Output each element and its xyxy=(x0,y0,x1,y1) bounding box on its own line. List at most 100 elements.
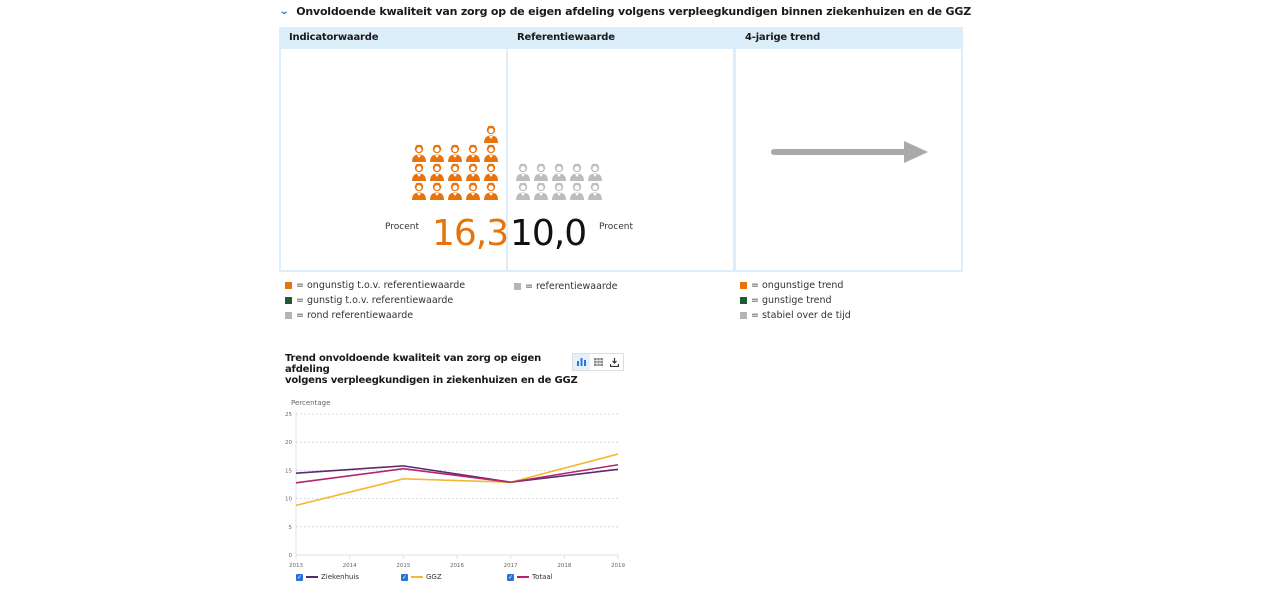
person-icon xyxy=(411,163,429,182)
legend-item: = gunstige trend xyxy=(740,293,851,308)
table-view-icon xyxy=(593,358,603,366)
chart-toolbar xyxy=(572,353,624,371)
checkbox-checked-icon[interactable]: ✓ xyxy=(507,573,514,581)
person-icon xyxy=(429,182,447,201)
legend-item: = rond referentiewaarde xyxy=(285,308,465,323)
legend-item: = ongunstig t.o.v. referentiewaarde xyxy=(285,278,465,293)
y-axis-label: Percentage xyxy=(291,399,330,407)
legend-item: = gunstig t.o.v. referentiewaarde xyxy=(285,293,465,308)
chart-view-button[interactable] xyxy=(573,354,590,370)
legend-line xyxy=(411,576,423,578)
person-icon xyxy=(429,144,447,163)
chevron-down-icon[interactable]: ⌄ xyxy=(278,6,290,17)
person-icon xyxy=(483,163,501,182)
person-icon xyxy=(515,163,533,182)
legend-swatch xyxy=(740,297,747,304)
x-tick-label: 2018 xyxy=(557,563,571,569)
legend-toggle-ziekenhuis[interactable]: ✓ Ziekenhuis xyxy=(296,573,359,581)
series-line-ggz xyxy=(295,453,619,507)
trend-legend: = ongunstige trend = gunstige trend = st… xyxy=(740,278,851,323)
legend-label: Totaal xyxy=(532,573,553,581)
chart-title-line: volgens verpleegkundigen in ziekenhuizen… xyxy=(285,375,578,386)
legend-toggle-totaal[interactable]: ✓ Totaal xyxy=(507,573,553,581)
column-title-trend: 4-jarige trend xyxy=(745,32,821,43)
chart-view-icon xyxy=(576,358,586,366)
indicator-legend: = ongunstig t.o.v. referentiewaarde = gu… xyxy=(285,278,465,323)
person-icon xyxy=(465,163,483,182)
legend-swatch xyxy=(740,312,747,319)
y-tick-label: 25 xyxy=(285,412,292,418)
indicator-panels: Indicatorwaarde Referentiewaarde 4-jarig… xyxy=(279,27,963,272)
trend-column xyxy=(734,49,963,272)
checkbox-checked-icon[interactable]: ✓ xyxy=(401,573,408,581)
person-icon xyxy=(465,182,483,201)
download-icon xyxy=(610,357,620,367)
person-icon xyxy=(569,163,587,182)
person-icon xyxy=(515,182,533,201)
legend-swatch xyxy=(740,282,747,289)
reference-column xyxy=(506,49,735,272)
legend-item: = ongunstige trend xyxy=(740,278,851,293)
legend-line xyxy=(306,576,318,578)
person-icon xyxy=(569,182,587,201)
chart-title-line: Trend onvoldoende kwaliteit van zorg op … xyxy=(285,353,542,375)
checkbox-checked-icon[interactable]: ✓ xyxy=(296,573,303,581)
reference-unit: Procent xyxy=(599,222,633,232)
indicator-people-icons xyxy=(411,125,501,201)
legend-label: = gunstige trend xyxy=(751,295,832,306)
person-icon xyxy=(411,182,429,201)
legend-label: Ziekenhuis xyxy=(321,573,360,581)
column-title-indicatorwaarde: Indicatorwaarde xyxy=(289,32,379,43)
person-icon xyxy=(533,163,551,182)
table-view-button[interactable] xyxy=(590,354,607,370)
reference-legend: = referentiewaarde xyxy=(514,279,618,294)
legend-swatch xyxy=(285,312,292,319)
legend-label: = referentiewaarde xyxy=(525,281,618,292)
legend-toggle-ggz[interactable]: ✓ GGZ xyxy=(401,573,442,581)
person-icon xyxy=(411,144,429,163)
indicator-unit: Procent xyxy=(385,222,419,232)
x-tick-label: 2015 xyxy=(396,563,410,569)
panel-header xyxy=(279,27,963,49)
person-icon xyxy=(447,163,465,182)
y-tick-label: 15 xyxy=(285,468,292,474)
person-icon xyxy=(483,144,501,163)
y-tick-label: 10 xyxy=(285,497,292,503)
chart-title: Trend onvoldoende kwaliteit van zorg op … xyxy=(285,353,585,386)
legend-swatch xyxy=(285,297,292,304)
legend-swatch xyxy=(514,283,521,290)
arrow-right-icon xyxy=(771,141,928,163)
legend-swatch xyxy=(285,282,292,289)
column-title-referentiewaarde: Referentiewaarde xyxy=(517,32,615,43)
person-icon xyxy=(587,182,605,201)
x-tick-label: 2014 xyxy=(343,563,357,569)
series-line-ziekenhuis xyxy=(295,465,619,484)
person-icon xyxy=(551,163,569,182)
legend-item: = referentiewaarde xyxy=(514,279,618,294)
person-icon xyxy=(429,163,447,182)
legend-label: = rond referentiewaarde xyxy=(296,310,414,321)
legend-item: = stabiel over de tijd xyxy=(740,308,851,323)
section-title: Onvoldoende kwaliteit van zorg op de eig… xyxy=(296,5,971,18)
indicator-value: 16,3 xyxy=(432,213,509,254)
legend-label: = stabiel over de tijd xyxy=(751,310,851,321)
download-button[interactable] xyxy=(606,354,623,370)
x-tick-label: 2013 xyxy=(289,563,303,569)
x-tick-label: 2017 xyxy=(504,563,518,569)
legend-label: = ongunstig t.o.v. referentiewaarde xyxy=(296,280,466,291)
x-tick-label: 2019 xyxy=(611,563,625,569)
person-icon xyxy=(447,182,465,201)
person-icon xyxy=(551,182,569,201)
y-tick-label: 20 xyxy=(285,440,292,446)
person-icon xyxy=(587,163,605,182)
person-icon xyxy=(447,144,465,163)
person-icon xyxy=(533,182,551,201)
legend-label: = gunstig t.o.v. referentiewaarde xyxy=(296,295,454,306)
person-icon xyxy=(483,125,501,144)
reference-value: 10,0 xyxy=(510,213,587,254)
person-icon xyxy=(465,144,483,163)
section-header[interactable]: ⌄ Onvoldoende kwaliteit van zorg op de e… xyxy=(278,5,971,18)
legend-line xyxy=(517,576,529,578)
series-line-totaal xyxy=(295,463,619,484)
legend-label: GGZ xyxy=(426,573,442,581)
